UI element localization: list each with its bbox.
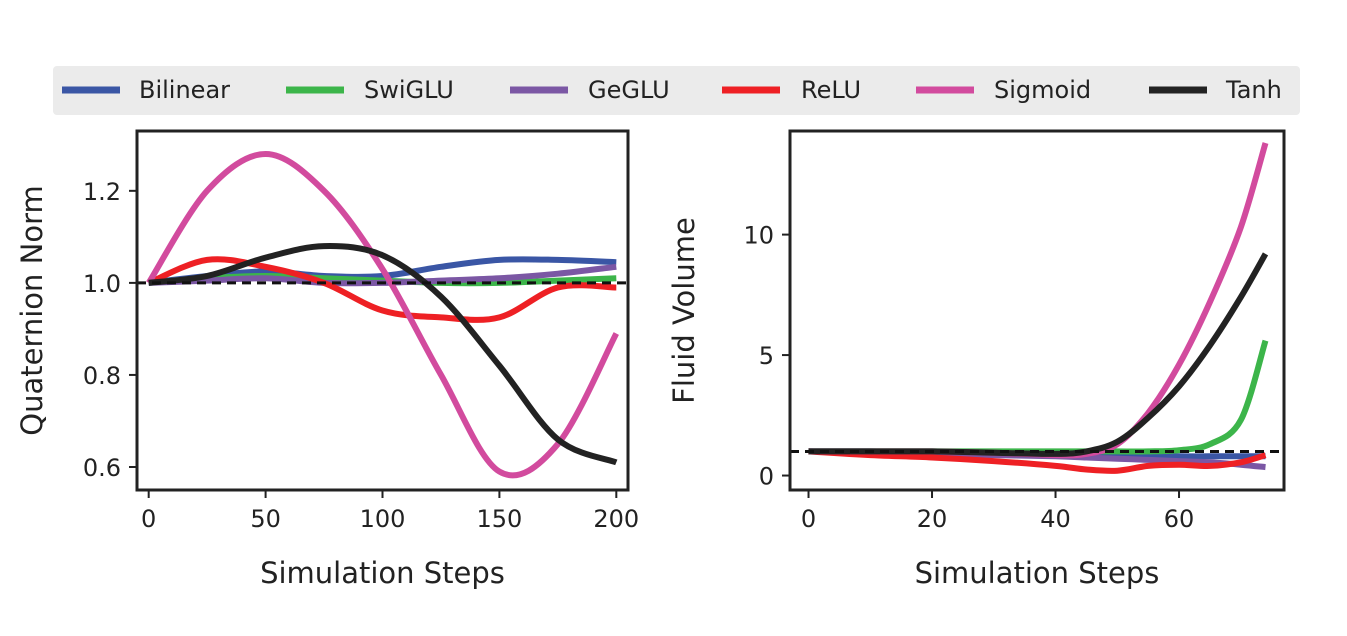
- fluid-volume-plot: 0 20 40 60 0 5 10 Simulation Steps Fluid Volume: [667, 129, 1286, 590]
- legend-label-geglu: GeGLU: [588, 76, 670, 104]
- x-tick-label: 60: [1164, 505, 1195, 533]
- x-axis-label: Simulation Steps: [260, 556, 505, 590]
- x-tick-label: 100: [360, 505, 406, 533]
- series-line-tanh: [808, 252, 1269, 457]
- x-axis-label: Simulation Steps: [915, 556, 1160, 590]
- legend-entry-tanh: Tanh: [1149, 76, 1282, 104]
- legend-entry-geglu: GeGLU: [510, 76, 670, 104]
- legend-entry-bilinear: Bilinear: [62, 76, 230, 104]
- x-tick-label: 50: [250, 505, 281, 533]
- x-tick-label: 150: [476, 505, 522, 533]
- legend: Bilinear SwiGLU GeGLU ReLU Sigmoid Tanh: [53, 66, 1300, 115]
- legend-entry-swiglu: SwiGLU: [286, 76, 454, 104]
- series-line-tanh: [148, 243, 618, 466]
- y-tick-label: 0.6: [83, 454, 121, 482]
- x-tick-label: 40: [1040, 505, 1071, 533]
- y-axis-label: Quaternion Norm: [15, 185, 49, 435]
- y-tick-label: 0.8: [83, 362, 121, 390]
- y-tick-label: 10: [743, 222, 774, 250]
- series-line-relu: [147, 256, 617, 323]
- y-tick-label: 1.0: [83, 270, 121, 298]
- series-line-sigmoid: [146, 151, 619, 479]
- y-tick-label: 0: [759, 463, 774, 491]
- legend-label-swiglu: SwiGLU: [364, 76, 454, 104]
- y-tick-label: 1.2: [83, 178, 121, 206]
- x-tick-label: 0: [801, 505, 816, 533]
- x-tick-label: 0: [141, 505, 156, 533]
- legend-entry-relu: ReLU: [722, 76, 861, 104]
- legend-label-relu: ReLU: [801, 76, 861, 104]
- legend-box: [53, 66, 1300, 115]
- quaternion-norm-plot: 0 50 100 150 200 0.6 0.8 1.0 1.2 Simulation Steps…: [15, 129, 639, 590]
- x-tick-label: 200: [593, 505, 639, 533]
- series-group: [808, 142, 1269, 474]
- series-line-swiglu: [808, 339, 1269, 455]
- x-tick-label: 20: [917, 505, 948, 533]
- legend-label-tanh: Tanh: [1225, 76, 1282, 104]
- y-axis-label: Fluid Volume: [667, 217, 701, 404]
- series-line-sigmoid: [808, 142, 1269, 459]
- y-tick-label: 5: [759, 342, 774, 370]
- series-line-relu: [808, 448, 1267, 474]
- legend-entry-sigmoid: Sigmoid: [916, 76, 1091, 104]
- legend-label-sigmoid: Sigmoid: [994, 76, 1091, 104]
- series-group: [146, 151, 619, 479]
- plot-frame: [788, 129, 1286, 492]
- legend-label-bilinear: Bilinear: [139, 76, 230, 104]
